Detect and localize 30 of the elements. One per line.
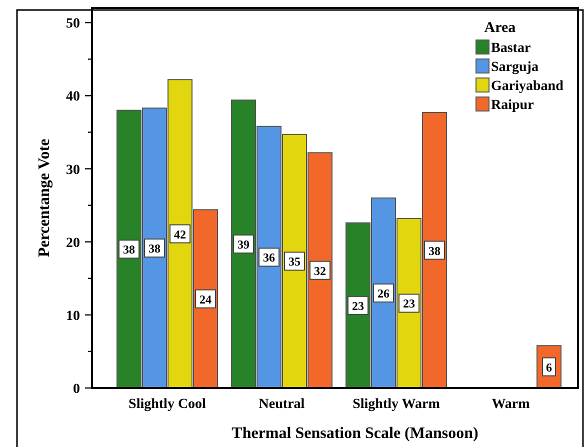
legend-title: Area [484,20,516,36]
legend-label: Sarguja [491,60,538,75]
y-tick-label: 30 [66,162,80,178]
data-label: 39 [238,238,250,252]
data-label: 24 [200,292,212,306]
data-label: 42 [174,227,186,242]
data-label: 38 [123,242,135,257]
y-tick-label: 10 [66,308,80,324]
x-tick-label: Neutral [258,397,305,412]
data-label: 38 [428,244,440,258]
y-axis-title: Percentange Vote [36,138,53,258]
y-tick-label: 20 [66,236,80,251]
data-label: 38 [148,242,160,256]
data-label: 6 [546,360,552,374]
legend-label: Raipur [491,98,534,113]
legend-label: Bastar [491,41,531,56]
y-tick-label: 40 [66,90,80,105]
x-tick-label: Slightly Warm [352,397,440,412]
y-tick-label: 50 [66,16,80,32]
x-tick-label: Slightly Cool [128,397,206,412]
x-axis-title: Thermal Sensation Scale (Mansoon) [232,425,478,442]
x-tick-label: Warm [492,397,530,412]
y-tick-label: 0 [73,382,80,397]
data-label: 26 [378,286,390,300]
data-label: 35 [288,254,300,269]
data-label: 32 [314,264,326,278]
data-label: 23 [403,296,415,311]
data-label: 36 [263,250,275,265]
legend-label: Gariyaband [491,79,564,94]
data-label: 23 [352,298,364,313]
